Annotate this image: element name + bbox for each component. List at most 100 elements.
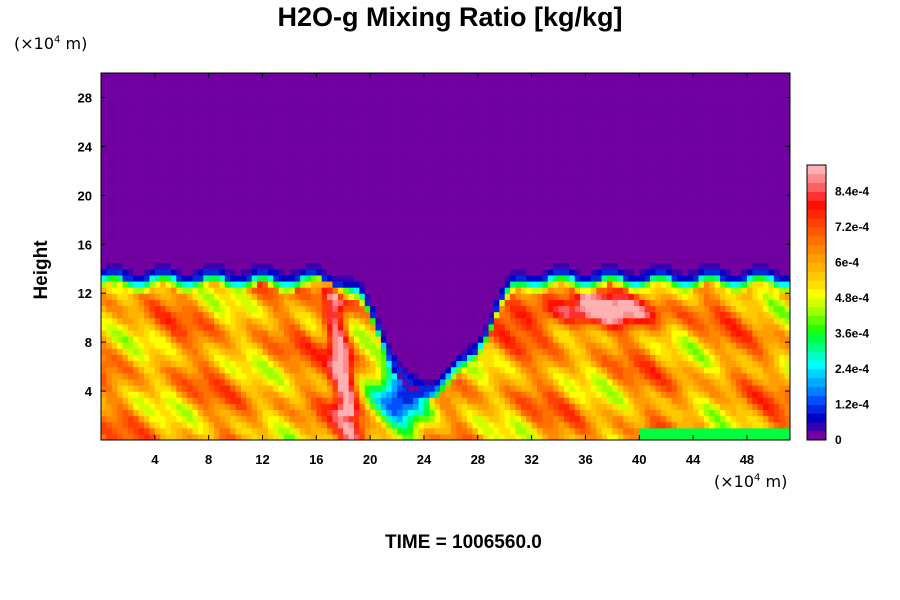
heatmap-cell (380, 305, 387, 313)
heatmap-cell (585, 372, 592, 380)
heatmap-cell (666, 293, 673, 300)
heatmap-cell (553, 280, 560, 288)
heatmap-cell (316, 348, 323, 355)
heatmap-cell (515, 268, 522, 276)
heatmap-cell (375, 201, 382, 209)
heatmap-cell (671, 293, 678, 300)
heatmap-cell (370, 280, 377, 288)
heatmap-cell (590, 311, 597, 319)
heatmap-cell (574, 305, 581, 313)
heatmap-cell (698, 384, 705, 392)
heatmap-cell (569, 336, 576, 343)
heatmap-cell (170, 244, 177, 251)
heatmap-cell (170, 305, 177, 313)
heatmap-cell (526, 219, 533, 227)
heatmap-cell (343, 311, 350, 319)
heatmap-cell (117, 329, 124, 337)
heatmap-cell (623, 421, 630, 429)
heatmap-cell (590, 274, 597, 282)
heatmap-cell (407, 280, 414, 288)
heatmap-cell (187, 207, 194, 215)
heatmap-cell (160, 293, 167, 300)
heatmap-cell (676, 219, 683, 227)
heatmap-cell (181, 238, 188, 245)
heatmap-cell (391, 378, 398, 386)
heatmap-cell (553, 244, 560, 251)
heatmap-cell (370, 299, 377, 307)
heatmap-cell (580, 201, 587, 209)
heatmap-cell (720, 415, 726, 423)
heatmap-cell (687, 274, 694, 282)
heatmap-cell (763, 250, 770, 258)
heatmap-cell (752, 250, 759, 258)
heatmap-cell (106, 391, 113, 398)
heatmap-cell (553, 219, 560, 227)
heatmap-cell (219, 238, 226, 245)
heatmap-cell (224, 207, 231, 215)
heatmap-cell (504, 415, 511, 423)
heatmap-cell (650, 378, 657, 386)
heatmap-cell (698, 219, 705, 227)
heatmap-cell (154, 311, 161, 319)
heatmap-cell (725, 244, 732, 251)
heatmap-cell (300, 299, 307, 307)
heatmap-cell (402, 280, 409, 288)
heatmap-cell (488, 378, 495, 386)
heatmap-cell (585, 225, 592, 233)
heatmap-cell (725, 207, 732, 215)
heatmap-cell (596, 201, 603, 209)
heatmap-cell (423, 219, 430, 227)
heatmap-cell (429, 433, 436, 440)
heatmap-cell (440, 378, 447, 386)
heatmap-cell (343, 409, 350, 417)
heatmap-cell (499, 219, 506, 227)
heatmap-cell (235, 219, 242, 227)
heatmap-cell (483, 342, 490, 349)
heatmap-cell (117, 397, 124, 404)
heatmap-cell (300, 384, 307, 392)
heatmap-cell (240, 348, 247, 355)
heatmap-cell (165, 311, 172, 319)
heatmap-cell (434, 336, 441, 343)
heatmap-cell (370, 219, 377, 227)
heatmap-cell (214, 348, 221, 355)
heatmap-cell (461, 433, 468, 440)
heatmap-cell (386, 274, 393, 282)
heatmap-cell (106, 244, 113, 251)
heatmap-cell (693, 274, 700, 282)
heatmap-cell (208, 207, 215, 215)
heatmap-cell (440, 201, 447, 209)
heatmap-cell (337, 238, 344, 245)
heatmap-cell (440, 311, 447, 319)
heatmap-cell (138, 201, 145, 209)
heatmap-cell (246, 244, 253, 251)
heatmap-cell (477, 378, 484, 386)
heatmap-cell (483, 268, 490, 276)
heatmap-cell (720, 391, 726, 398)
heatmap-cell (133, 391, 140, 398)
heatmap-cell (138, 342, 145, 349)
heatmap-cell (160, 415, 167, 423)
heatmap-cell (117, 348, 124, 355)
heatmap-cell (316, 287, 323, 294)
heatmap-cell (655, 391, 662, 398)
heatmap-cell (267, 342, 274, 349)
heatmap-cell (257, 262, 264, 270)
heatmap-cell (628, 305, 635, 313)
heatmap-cell (590, 384, 597, 392)
heatmap-cell (736, 360, 743, 368)
heatmap-cell (558, 384, 565, 392)
heatmap-cell (240, 397, 247, 404)
heatmap-cell (499, 360, 506, 368)
heatmap-cell (483, 403, 490, 411)
heatmap-cell (278, 299, 285, 307)
heatmap-cell (687, 207, 694, 215)
heatmap-cell (617, 207, 624, 215)
heatmap-cell (693, 213, 700, 221)
heatmap-cell (612, 360, 619, 368)
heatmap-cell (612, 305, 619, 313)
heatmap-cell (483, 262, 490, 270)
heatmap-cell (289, 366, 296, 374)
heatmap-cell (267, 397, 274, 404)
heatmap-cell (440, 293, 447, 300)
